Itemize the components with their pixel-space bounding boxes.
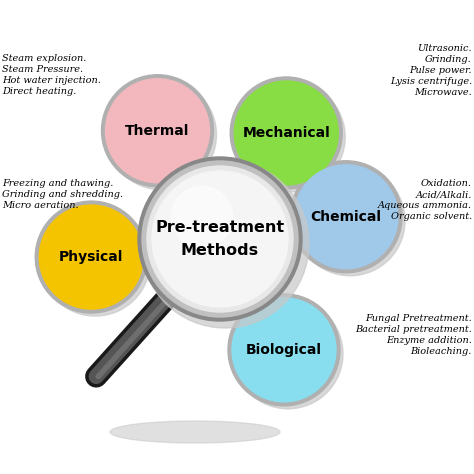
Circle shape (295, 166, 405, 276)
Text: Grinding and shredding.: Grinding and shredding. (2, 190, 123, 199)
Circle shape (39, 205, 143, 309)
Circle shape (294, 165, 398, 269)
Text: Freezing and thawing.: Freezing and thawing. (2, 179, 113, 188)
Circle shape (35, 201, 147, 313)
Text: Aqueous ammonia.: Aqueous ammonia. (378, 201, 472, 210)
Circle shape (152, 171, 288, 307)
Text: Hot water injection.: Hot water injection. (2, 76, 101, 85)
Circle shape (290, 161, 402, 273)
Text: Steam explosion.: Steam explosion. (2, 54, 86, 63)
Text: Enzyme addition.: Enzyme addition. (386, 336, 472, 345)
Ellipse shape (110, 421, 280, 443)
Text: Pre-treatment
Methods: Pre-treatment Methods (155, 220, 284, 257)
Circle shape (141, 160, 309, 328)
Circle shape (147, 166, 293, 312)
Text: Bioleaching.: Bioleaching. (410, 347, 472, 356)
Text: Direct heating.: Direct heating. (2, 87, 76, 96)
Circle shape (233, 299, 343, 409)
Circle shape (230, 77, 342, 189)
Circle shape (101, 75, 213, 187)
Text: Micro aeration.: Micro aeration. (2, 201, 79, 210)
Circle shape (107, 80, 217, 190)
Text: Ultrasonic.: Ultrasonic. (418, 44, 472, 53)
Circle shape (106, 79, 210, 183)
Circle shape (138, 157, 302, 321)
Text: Microwave.: Microwave. (414, 88, 472, 97)
Text: Physical: Physical (59, 250, 123, 264)
Text: Grinding.: Grinding. (425, 55, 472, 64)
Circle shape (142, 161, 298, 317)
Text: Bacterial pretreatment.: Bacterial pretreatment. (355, 325, 472, 334)
Text: Pulse power.: Pulse power. (410, 66, 472, 75)
Text: Lysis centrifuge.: Lysis centrifuge. (390, 77, 472, 86)
Text: Thermal: Thermal (125, 124, 190, 138)
Text: Steam Pressure.: Steam Pressure. (2, 65, 83, 74)
Circle shape (228, 294, 340, 406)
Text: Biological: Biological (246, 343, 322, 357)
Circle shape (40, 206, 150, 316)
Text: Oxidation.: Oxidation. (421, 179, 472, 188)
Circle shape (232, 298, 336, 402)
Circle shape (235, 82, 345, 192)
Circle shape (172, 186, 233, 247)
Text: Organic solvent.: Organic solvent. (391, 212, 472, 221)
Text: Mechanical: Mechanical (242, 126, 330, 140)
Text: Acid/Alkali.: Acid/Alkali. (416, 190, 472, 199)
Circle shape (234, 81, 338, 185)
Text: Chemical: Chemical (310, 210, 382, 224)
Text: Fungal Pretreatment.: Fungal Pretreatment. (365, 314, 472, 323)
